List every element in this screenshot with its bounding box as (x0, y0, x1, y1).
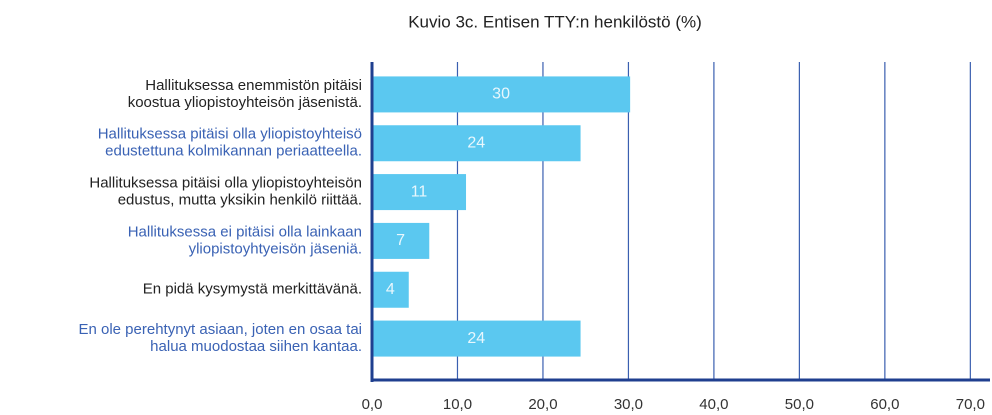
x-tick-label: 10,0 (443, 396, 472, 413)
bar (372, 76, 631, 113)
x-tick-label: 60,0 (870, 396, 899, 413)
x-tick-label: 0,0 (362, 396, 383, 413)
bar (372, 174, 467, 211)
x-tick-label: 70,0 (956, 396, 985, 413)
x-tick-label: 30,0 (614, 396, 643, 413)
y-tick-label: halua muodostaa siihen kantaa. (150, 338, 362, 355)
y-tick-label: edustettuna kolmikannan periaatteella. (105, 143, 362, 160)
x-tick-label: 40,0 (699, 396, 728, 413)
y-tick-label: Hallituksessa pitäisi olla yliopistoyhte… (89, 175, 362, 192)
bar (372, 320, 581, 357)
y-tick-label: Hallituksessa enemmistön pitäisi (145, 77, 362, 94)
y-tick-label: En pidä kysymystä merkittävänä. (143, 281, 362, 298)
data-label: 7 (396, 232, 405, 249)
data-label: 24 (467, 134, 485, 151)
data-label: 24 (467, 330, 485, 347)
chart-title: Kuvio 3c. Entisen TTY:n henkilöstö (%) (408, 12, 702, 31)
data-label: 11 (411, 183, 428, 200)
y-tick-label: En ole perehtynyt asiaan, joten en osaa … (78, 321, 362, 338)
bar (372, 222, 430, 259)
y-tick-label: Hallituksessa ei pitäisi olla lainkaan (128, 223, 362, 240)
y-tick-label: koostua yliopistoyhteisön jäsenistä. (128, 94, 362, 111)
data-label: 30 (492, 86, 510, 103)
y-tick-label: Hallituksessa pitäisi olla yliopistoyhte… (98, 126, 362, 143)
y-tick-label: edustus, mutta yksikin henkilö riittää. (118, 192, 362, 209)
data-label: 4 (386, 281, 395, 298)
y-tick-label: yliopistoyhtyeisön jäseniä. (189, 240, 362, 257)
bar (372, 271, 409, 308)
x-tick-label: 20,0 (528, 396, 557, 413)
x-tick-label: 50,0 (785, 396, 814, 413)
bar (372, 125, 581, 162)
